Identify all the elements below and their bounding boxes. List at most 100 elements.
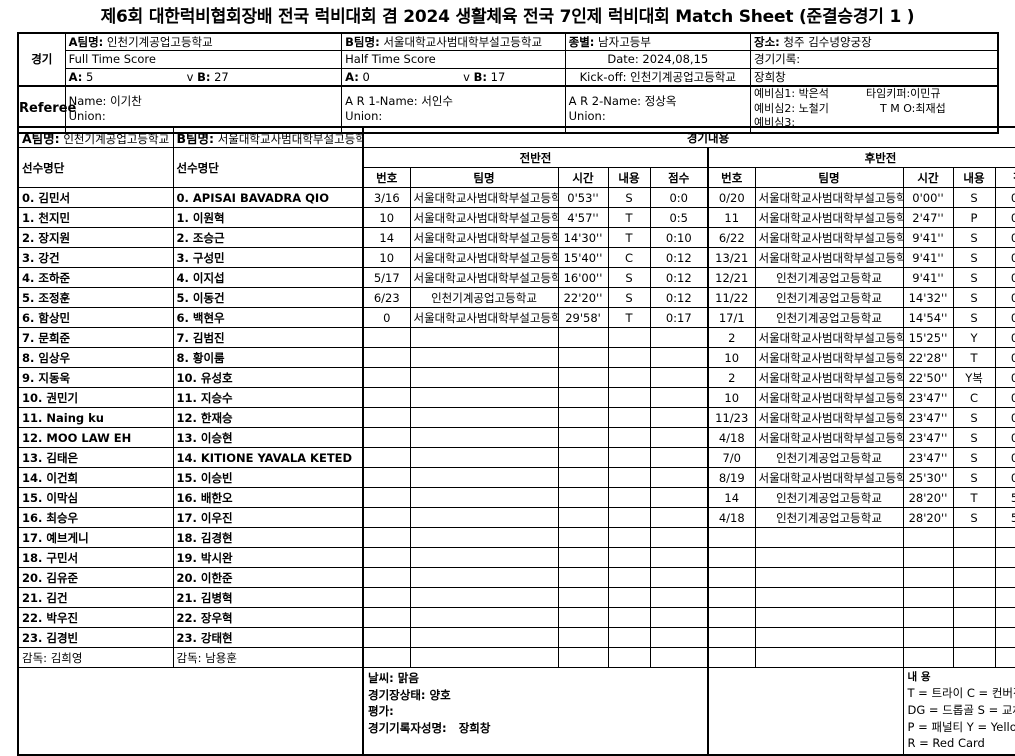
fh-cell-team: 인천기계공업고등학교 xyxy=(410,288,558,308)
fh-cell-team xyxy=(410,448,558,468)
fh-cell-score xyxy=(650,568,708,588)
sh-cell-team: 인천기계공업고등학교 xyxy=(755,288,903,308)
fh-cell-score xyxy=(650,588,708,608)
kickoff-value: 인천기계공업고등학교 xyxy=(630,70,736,84)
sh-cell-score: 0:20 xyxy=(995,248,1015,268)
fh-cell-time xyxy=(558,328,608,348)
full-a-value: 5 xyxy=(86,70,93,84)
fh-cell-no xyxy=(363,408,410,428)
roster-b-item: 8. 황이룸 xyxy=(173,348,363,368)
fh-cell-team xyxy=(410,388,558,408)
sh-cell-score: 0:20 xyxy=(995,228,1015,248)
footer-blank-cell xyxy=(18,668,363,755)
fh-cell-time: 22'20'' xyxy=(558,288,608,308)
fh-cell-no: 10 xyxy=(363,208,410,228)
sh-cell-time: 23'47'' xyxy=(903,428,953,448)
sh-cell-team: 인천기계공업고등학교 xyxy=(755,268,903,288)
roster-b-item: 11. 지승수 xyxy=(173,388,363,408)
fh-cell-type: S xyxy=(608,268,650,288)
venue-value: 청주 김수녕양궁장 xyxy=(783,35,871,49)
fh-cell-team: 서울대학교사범대학부설고등학교 xyxy=(410,268,558,288)
roster-b-item: 22. 장우혁 xyxy=(173,608,363,628)
fh-col-time: 시간 xyxy=(558,168,608,188)
fh-cell-no: 6/23 xyxy=(363,288,410,308)
coach-a-cell: 감독: 김희영 xyxy=(18,648,173,668)
pitch-value: 양호 xyxy=(430,688,451,702)
fh-cell-no xyxy=(363,348,410,368)
sh-cell-type: S xyxy=(953,228,995,248)
roster-a-item: 16. 최승우 xyxy=(18,508,173,528)
fh-cell-team: 서울대학교사범대학부설고등학교 xyxy=(410,228,558,248)
coach-a-value: 김희영 xyxy=(51,651,83,665)
fh-cell-team xyxy=(410,548,558,568)
fh-cell-no xyxy=(363,388,410,408)
full-a-label: A: xyxy=(69,70,83,84)
sh-cell-team: 서울대학교사범대학부설고등학교 xyxy=(755,228,903,248)
sh-cell-team: 서울대학교사범대학부설고등학교 xyxy=(755,348,903,368)
sh-cell-team xyxy=(755,548,903,568)
sh-cell-score: 0:27 xyxy=(995,408,1015,428)
sh-cell-score: 5:27 xyxy=(995,488,1015,508)
fh-cell-team xyxy=(410,568,558,588)
sh-cell-time: 22'50'' xyxy=(903,368,953,388)
full-vs: v xyxy=(187,70,194,84)
main-team-b-cell: B팀명: 서울대학교사범대학부설고등학교 xyxy=(173,127,363,148)
fh-cell-time: 16'00'' xyxy=(558,268,608,288)
sh-cell-type: S xyxy=(953,428,995,448)
scorer-label: 경기기록자성명: xyxy=(368,721,447,735)
sh-cell-time xyxy=(903,628,953,648)
roster-a-item: 11. Naing ku xyxy=(18,408,173,428)
roster-b-item: 6. 백현우 xyxy=(173,308,363,328)
roster-a-item: 4. 조하준 xyxy=(18,268,173,288)
date-label: Date: xyxy=(607,52,638,66)
fh-cell-team xyxy=(410,428,558,448)
fh-cell-team xyxy=(410,628,558,648)
sh-cell-time: 23'47'' xyxy=(903,388,953,408)
fh-col-type: 내용 xyxy=(608,168,650,188)
ar1-name-label: A R 1-Name: xyxy=(345,94,417,108)
fh-cell-time xyxy=(558,348,608,368)
roster-b-item: 23. 강태현 xyxy=(173,628,363,648)
fh-cell-no xyxy=(363,608,410,628)
date-cell: Date: 2024,08,15 xyxy=(565,51,750,68)
team-b-value: 서울대학교사범대학부설고등학교 xyxy=(383,35,542,49)
sh-cell-no: 2 xyxy=(708,328,755,348)
fh-cell-type: S xyxy=(608,288,650,308)
timekeeper-label: 타임키퍼: xyxy=(866,87,910,100)
fh-cell-type: C xyxy=(608,248,650,268)
sh-cell-no: 4/18 xyxy=(708,428,755,448)
main-team-a-value: 인천기계공업고등학교 xyxy=(63,132,169,146)
team-b-label: B팀명: xyxy=(345,35,380,49)
sh-cell-type: S xyxy=(953,468,995,488)
reserve2-value: 노철기 xyxy=(799,102,829,115)
roster-a-item: 8. 임상우 xyxy=(18,348,173,368)
main-team-b-label: B팀명: xyxy=(177,131,215,146)
roster-a-item: 21. 김건 xyxy=(18,588,173,608)
match-content-header: 경기내용 xyxy=(363,127,1015,148)
division-cell: 종별: 남자고등부 xyxy=(565,33,750,51)
sh-cell-no: 7/0 xyxy=(708,448,755,468)
sh-cell-score: 0:20 xyxy=(995,288,1015,308)
sh-cell-no: 4/18 xyxy=(708,508,755,528)
legend-line: P = 패널티 Y = Yellow Card xyxy=(908,719,1015,736)
fh-cell-no xyxy=(363,328,410,348)
half-b-value: 17 xyxy=(491,70,506,84)
roster-a-item: 22. 박우진 xyxy=(18,608,173,628)
sh-cell-no: 13/21 xyxy=(708,248,755,268)
sh-col-team: 팀명 xyxy=(755,168,903,188)
sh-cell-type: S xyxy=(953,188,995,208)
sh-col-time: 시간 xyxy=(903,168,953,188)
fh-cell-team xyxy=(410,368,558,388)
sh-cell-no xyxy=(708,528,755,548)
fh-cell-no xyxy=(363,468,410,488)
fh-cell-type xyxy=(608,448,650,468)
main-team-a-label: A팀명: xyxy=(22,131,60,146)
roster-b-item: 3. 구성민 xyxy=(173,248,363,268)
sh-cell-team: 서울대학교사범대학부설고등학교 xyxy=(755,248,903,268)
fh-cell-score xyxy=(650,548,708,568)
fh-cell-score xyxy=(650,348,708,368)
roster-a-item: 1. 천지민 xyxy=(18,208,173,228)
sh-cell-score: 5:27 xyxy=(995,508,1015,528)
sh-cell-team: 서울대학교사범대학부설고등학교 xyxy=(755,368,903,388)
